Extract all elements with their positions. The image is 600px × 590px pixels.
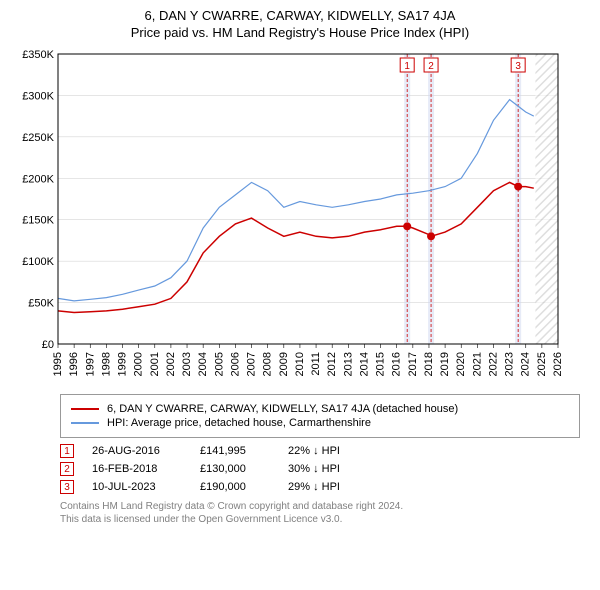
legend: 6, DAN Y CWARRE, CARWAY, KIDWELLY, SA17 … — [60, 394, 580, 438]
svg-text:2006: 2006 — [229, 352, 241, 376]
svg-text:2010: 2010 — [294, 352, 306, 376]
svg-text:2021: 2021 — [471, 352, 483, 376]
svg-text:2007: 2007 — [246, 352, 258, 376]
sale-badge: 2 — [60, 462, 74, 476]
sale-badge: 3 — [60, 480, 74, 494]
svg-text:2014: 2014 — [358, 352, 370, 376]
sale-diff: 30% ↓ HPI — [288, 463, 378, 475]
svg-text:2002: 2002 — [165, 352, 177, 376]
footer: Contains HM Land Registry data © Crown c… — [60, 500, 580, 526]
sale-date: 10-JUL-2023 — [92, 481, 182, 493]
svg-text:£150K: £150K — [22, 215, 54, 227]
svg-text:3: 3 — [515, 61, 521, 72]
legend-label-blue: HPI: Average price, detached house, Carm… — [107, 417, 371, 429]
svg-text:2000: 2000 — [133, 352, 145, 376]
sale-date: 26-AUG-2016 — [92, 445, 182, 457]
svg-text:2022: 2022 — [487, 352, 499, 376]
chart-title: 6, DAN Y CWARRE, CARWAY, KIDWELLY, SA17 … — [10, 8, 590, 23]
svg-text:£300K: £300K — [22, 90, 54, 102]
sale-row: 1 26-AUG-2016 £141,995 22% ↓ HPI — [60, 444, 580, 458]
svg-text:1: 1 — [404, 61, 410, 72]
svg-text:1996: 1996 — [68, 352, 80, 376]
sale-price: £130,000 — [200, 463, 270, 475]
svg-text:£350K: £350K — [22, 49, 54, 61]
svg-text:2012: 2012 — [326, 352, 338, 376]
svg-text:£100K: £100K — [22, 256, 54, 268]
sale-diff: 22% ↓ HPI — [288, 445, 378, 457]
legend-swatch-red — [71, 408, 99, 410]
svg-text:2001: 2001 — [149, 352, 161, 376]
svg-text:1997: 1997 — [84, 352, 96, 376]
chart-subtitle: Price paid vs. HM Land Registry's House … — [10, 25, 590, 40]
svg-text:2: 2 — [428, 61, 434, 72]
svg-text:2009: 2009 — [278, 352, 290, 376]
svg-text:2005: 2005 — [213, 352, 225, 376]
svg-text:2019: 2019 — [439, 352, 451, 376]
footer-line2: This data is licensed under the Open Gov… — [60, 513, 580, 526]
footer-line1: Contains HM Land Registry data © Crown c… — [60, 500, 580, 513]
svg-text:1998: 1998 — [100, 352, 112, 376]
svg-text:2003: 2003 — [181, 352, 193, 376]
sale-price: £141,995 — [200, 445, 270, 457]
svg-text:1995: 1995 — [52, 352, 64, 376]
svg-text:£0: £0 — [42, 339, 54, 351]
legend-row-red: 6, DAN Y CWARRE, CARWAY, KIDWELLY, SA17 … — [71, 403, 569, 415]
sale-row: 2 16-FEB-2018 £130,000 30% ↓ HPI — [60, 462, 580, 476]
svg-text:2016: 2016 — [391, 352, 403, 376]
svg-text:2018: 2018 — [423, 352, 435, 376]
svg-text:£200K: £200K — [22, 173, 54, 185]
svg-text:1999: 1999 — [117, 352, 129, 376]
price-chart: £0 £50K £100K £150K £200K £250K £300K £350K 1 2 3 1… — [10, 46, 570, 386]
svg-text:2025: 2025 — [536, 352, 548, 376]
sale-date: 16-FEB-2018 — [92, 463, 182, 475]
svg-text:£250K: £250K — [22, 132, 54, 144]
svg-text:2015: 2015 — [375, 352, 387, 376]
legend-row-blue: HPI: Average price, detached house, Carm… — [71, 417, 569, 429]
svg-text:2004: 2004 — [197, 352, 209, 376]
sale-diff: 29% ↓ HPI — [288, 481, 378, 493]
legend-label-red: 6, DAN Y CWARRE, CARWAY, KIDWELLY, SA17 … — [107, 403, 458, 415]
sale-badge: 1 — [60, 444, 74, 458]
sale-row: 3 10-JUL-2023 £190,000 29% ↓ HPI — [60, 480, 580, 494]
svg-text:2020: 2020 — [455, 352, 467, 376]
sale-price: £190,000 — [200, 481, 270, 493]
svg-text:2017: 2017 — [407, 352, 419, 376]
svg-text:2013: 2013 — [342, 352, 354, 376]
svg-text:2011: 2011 — [310, 352, 322, 376]
svg-text:2024: 2024 — [520, 352, 532, 376]
svg-text:2026: 2026 — [552, 352, 564, 376]
chart-area: £0 £50K £100K £150K £200K £250K £300K £350K 1 2 3 1… — [10, 46, 590, 386]
sales-table: 1 26-AUG-2016 £141,995 22% ↓ HPI 2 16-FEB-201… — [60, 444, 580, 494]
legend-swatch-blue — [71, 422, 99, 424]
svg-text:2008: 2008 — [262, 352, 274, 376]
svg-text:2023: 2023 — [504, 352, 516, 376]
svg-text:£50K: £50K — [28, 298, 54, 310]
